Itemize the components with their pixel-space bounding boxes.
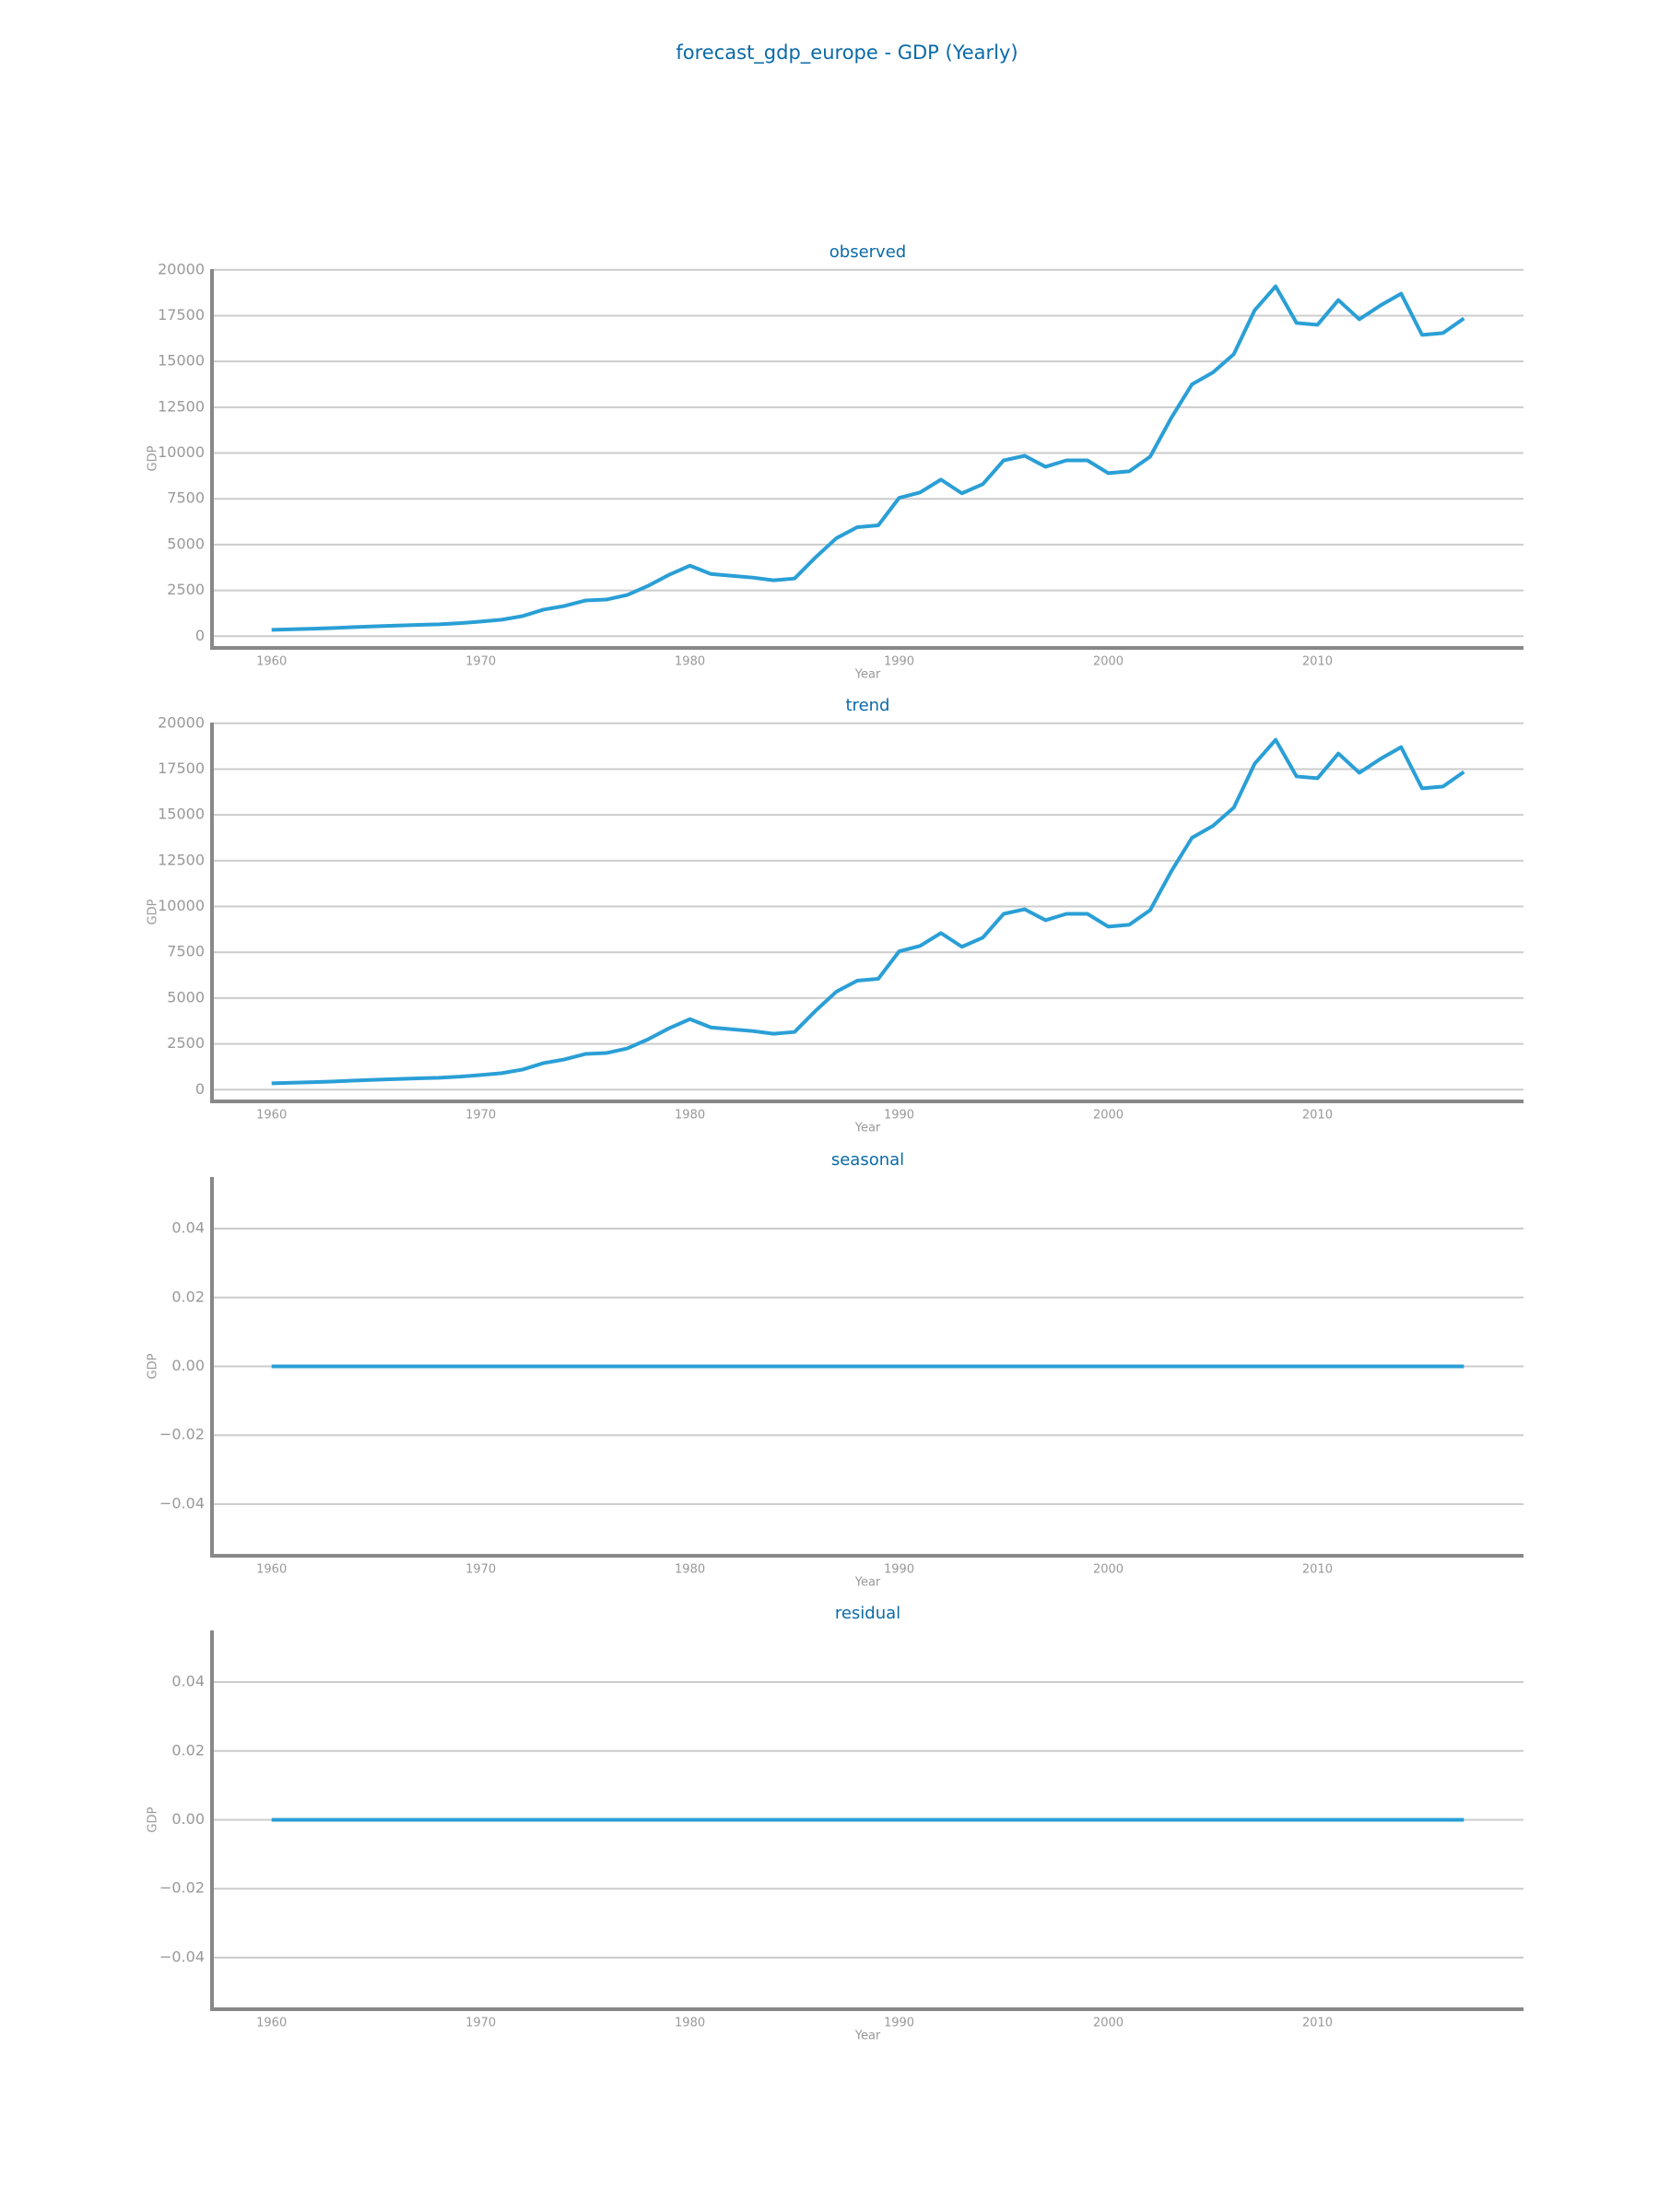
panel-title: residual: [835, 1604, 900, 1623]
x-tick-label: 2010: [1302, 655, 1333, 669]
y-tick-label: 0.04: [171, 1673, 205, 1690]
y-tick-label: 10000: [158, 443, 205, 461]
x-tick-label: 1990: [884, 655, 914, 669]
y-tick-label: 0: [195, 627, 205, 644]
x-tick-label: 1970: [465, 655, 496, 669]
x-axis-label: Year: [854, 1122, 881, 1135]
line: [271, 284, 1465, 632]
x-tick-label: 1960: [256, 1109, 287, 1123]
x-tick-label: 1970: [465, 2017, 496, 2030]
y-axis-label: GDP: [147, 445, 160, 471]
y-tick-label: 0.02: [171, 1741, 205, 1759]
panel-title: observed: [830, 242, 906, 262]
y-tick-label: −0.04: [159, 1494, 205, 1512]
x-tick-label: 1980: [675, 2017, 705, 2030]
y-tick-label: 0.02: [171, 1288, 205, 1305]
y-tick-label: 15000: [158, 352, 205, 370]
y-axis-label: GDP: [147, 899, 160, 924]
x-tick-label: 1990: [884, 2017, 914, 2030]
x-axis-label: Year: [854, 1576, 881, 1590]
y-tick-label: −0.04: [159, 1947, 205, 1965]
x-tick-label: 1980: [675, 1109, 705, 1123]
x-tick-label: 1970: [465, 1563, 496, 1577]
y-tick-label: 12500: [158, 851, 205, 868]
x-tick-label: 1960: [256, 1563, 287, 1577]
y-tick-label: 0.04: [171, 1219, 205, 1237]
line: [271, 737, 1465, 1086]
x-axis-label: Year: [854, 668, 881, 682]
y-tick-label: 20000: [158, 713, 205, 731]
y-axis-label: GDP: [147, 1806, 160, 1832]
x-tick-label: 1960: [256, 655, 287, 669]
y-tick-label: −0.02: [159, 1426, 205, 1443]
y-tick-label: 10000: [158, 897, 205, 914]
y-tick-label: 0.00: [171, 1357, 205, 1374]
y-tick-label: 15000: [158, 806, 205, 823]
y-axis-label: GDP: [147, 1353, 160, 1379]
x-tick-label: 2000: [1093, 2017, 1124, 2030]
x-tick-label: 2000: [1093, 1109, 1124, 1123]
x-tick-label: 2010: [1302, 1109, 1333, 1123]
x-tick-label: 2000: [1093, 655, 1124, 669]
y-tick-label: 5000: [167, 988, 205, 1006]
y-tick-label: 2500: [167, 581, 205, 598]
y-tick-label: 0.00: [171, 1810, 205, 1828]
y-tick-label: 20000: [158, 260, 205, 277]
x-tick-label: 2010: [1302, 1563, 1333, 1577]
panel-title: seasonal: [831, 1150, 904, 1170]
y-tick-label: 0: [195, 1080, 205, 1098]
y-tick-label: 5000: [167, 535, 205, 552]
figure-title: forecast_gdp_europe - GDP (Yearly): [676, 41, 1018, 65]
y-tick-label: 17500: [158, 306, 205, 324]
x-tick-label: 1980: [675, 655, 705, 669]
panel-title: trend: [846, 696, 890, 715]
x-tick-label: 2000: [1093, 1563, 1124, 1577]
y-tick-label: 7500: [167, 943, 205, 960]
x-tick-label: 1980: [675, 1563, 705, 1577]
y-tick-label: 2500: [167, 1034, 205, 1052]
x-axis-label: Year: [854, 2030, 881, 2043]
x-tick-label: 1970: [465, 1109, 496, 1123]
y-tick-label: 12500: [158, 397, 205, 415]
x-tick-label: 1990: [884, 1563, 914, 1577]
y-tick-label: 7500: [167, 489, 205, 507]
y-tick-label: −0.02: [159, 1879, 205, 1897]
x-tick-label: 1960: [256, 2017, 287, 2030]
x-tick-label: 2010: [1302, 2017, 1333, 2030]
x-tick-label: 1990: [884, 1109, 914, 1123]
y-tick-label: 17500: [158, 759, 205, 777]
